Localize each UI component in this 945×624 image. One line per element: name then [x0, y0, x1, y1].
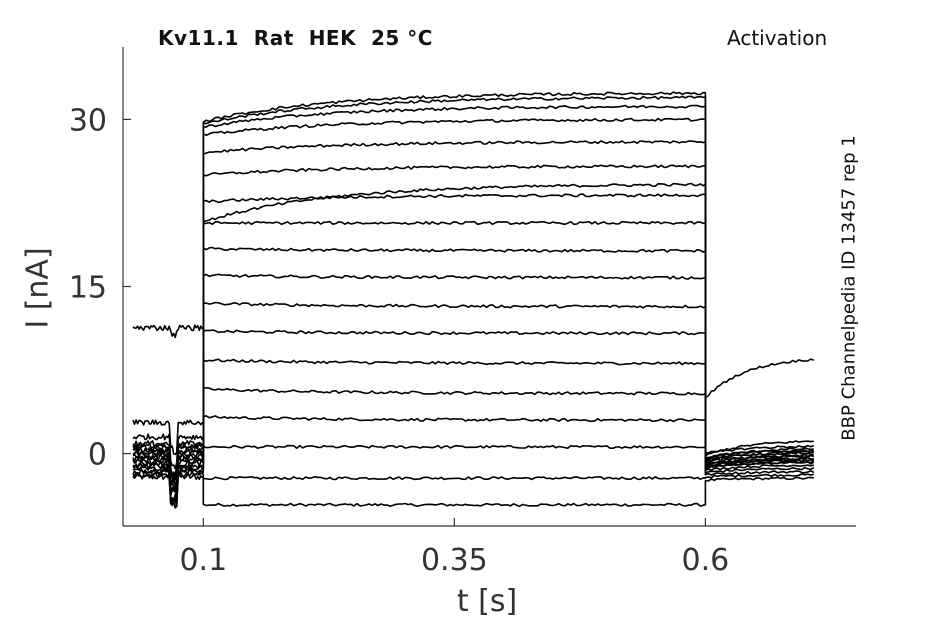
traces — [132, 91, 815, 509]
current-trace — [132, 104, 814, 476]
current-trace — [132, 301, 814, 493]
current-trace — [132, 473, 814, 509]
current-trace — [132, 386, 814, 502]
x-tick-label: 0.1 — [179, 543, 227, 578]
x-tick-label: 0.35 — [421, 543, 488, 578]
current-trace — [132, 193, 815, 485]
current-trace — [132, 246, 814, 490]
current-trace — [132, 91, 815, 468]
current-trace — [132, 164, 815, 483]
current-trace — [132, 415, 815, 503]
x-tick-label: 0.6 — [682, 543, 730, 578]
current-trace — [132, 329, 814, 493]
current-trace — [132, 140, 814, 478]
y-tick-label: 15 — [69, 271, 107, 306]
chart-subtitle: Activation — [727, 26, 828, 50]
chart-title: Kv11.1 Rat HEK 25 °C — [158, 26, 433, 50]
current-trace — [132, 273, 815, 492]
current-trace — [132, 220, 814, 487]
y-tick-label: 30 — [69, 103, 107, 138]
current-trace — [132, 444, 815, 505]
axes: 0.1 0.35 0.6 0 15 30 — [69, 47, 856, 578]
current-trace — [132, 358, 815, 497]
source-label: BBP Channelpedia ID 13457 rep 1 — [838, 135, 860, 441]
current-trace — [132, 95, 815, 467]
y-tick-label: 0 — [88, 438, 107, 473]
current-trace — [132, 471, 815, 508]
y-axis-label: I [nA] — [20, 247, 56, 329]
current-trace — [132, 182, 815, 470]
current-trace — [132, 117, 815, 479]
x-axis-label: t [s] — [456, 584, 518, 619]
